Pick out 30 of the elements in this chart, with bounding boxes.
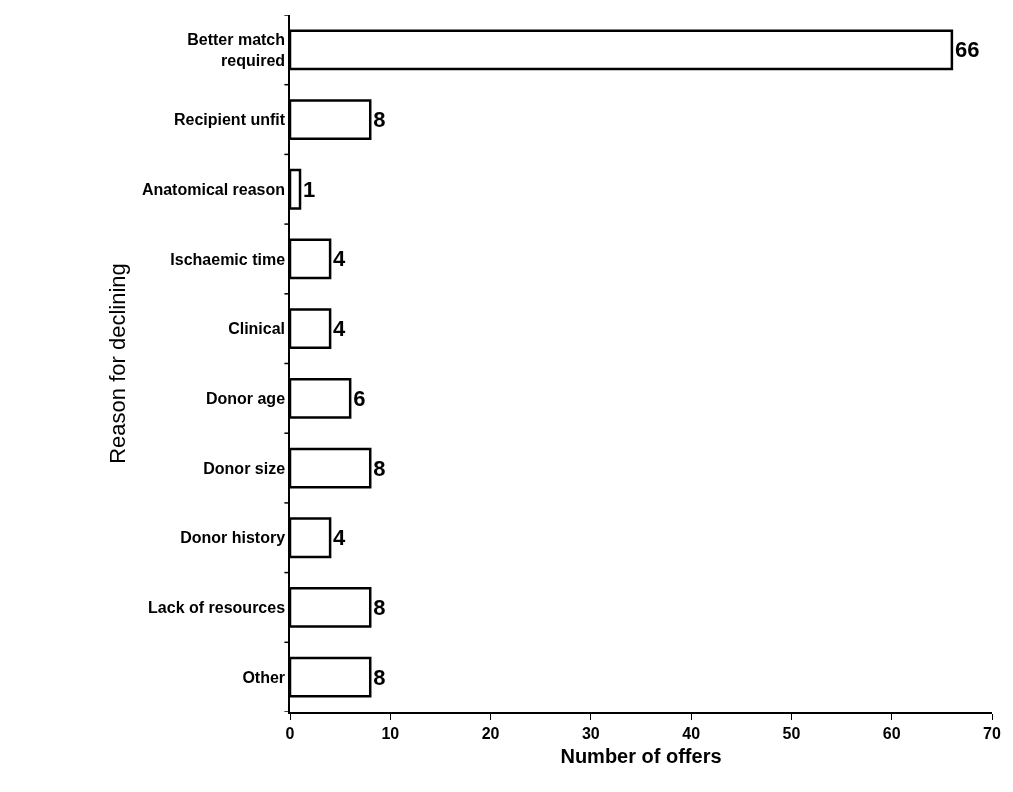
y-tick-label: Donor age <box>205 389 286 407</box>
data-label: 4 <box>333 525 347 551</box>
data-label: 4 <box>333 246 347 272</box>
data-label: 1 <box>303 176 316 202</box>
y-tick-label: Better match required <box>187 31 286 69</box>
x-tick-label: 60 <box>882 724 901 742</box>
x-tick-label: 30 <box>581 724 600 742</box>
data-label: 8 <box>373 107 386 133</box>
data-label: 8 <box>373 455 386 481</box>
x-axis-title: Number of offers <box>560 744 722 767</box>
y-tick-label: Clinical <box>228 320 286 338</box>
y-tick-label: Donor size <box>203 459 286 477</box>
y-tick-label: Donor history <box>180 529 286 547</box>
data-label: 66 <box>954 37 980 63</box>
y-axis-title: Reason for declining <box>105 263 131 464</box>
data-label: 8 <box>373 664 386 690</box>
data-label: 6 <box>353 385 366 411</box>
data-label: 4 <box>333 316 347 342</box>
y-tick-label: Ischaemic time <box>170 250 286 268</box>
x-tick-label: 70 <box>983 724 1001 742</box>
x-tick-label: 10 <box>381 724 400 742</box>
y-tick-label: Recipient unfit <box>173 111 286 129</box>
y-tick-label: Other <box>242 668 286 686</box>
y-tick-label: Anatomical reason <box>141 180 286 198</box>
y-tick-label: Lack of resources <box>148 599 286 617</box>
data-label: 8 <box>373 594 386 620</box>
x-tick-label: 0 <box>285 724 295 742</box>
x-tick-label: 50 <box>782 724 801 742</box>
x-tick-label: 40 <box>682 724 701 742</box>
x-tick-label: 20 <box>481 724 500 742</box>
